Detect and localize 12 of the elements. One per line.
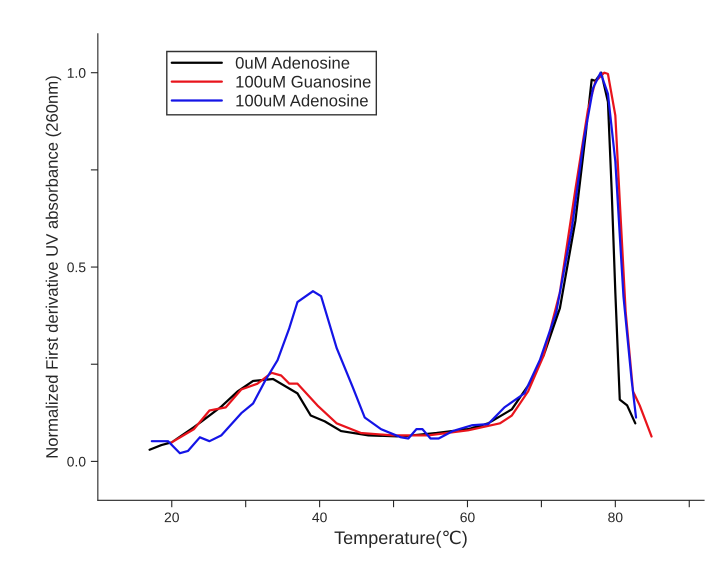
x-tick-label: 40 [312, 512, 327, 522]
x-tick-label: 20 [164, 512, 179, 522]
y-axis-title: Normalized First derivative UV absorbance (260nm) [46, 76, 62, 458]
x-axis-title: Temperature(℃) [334, 530, 467, 548]
legend-label: 0uM Adenosine [236, 56, 350, 69]
x-tick-label: 60 [460, 512, 475, 522]
legend-label: 100uM Adenosine [236, 94, 368, 106]
y-tick-label: 1.0 [68, 68, 86, 78]
y-tick-label: 0.0 [67, 456, 86, 467]
y-tick-label: 0.5 [67, 262, 86, 272]
legend-label: 100uM Guanosine [236, 75, 371, 88]
x-tick-label: 80 [608, 512, 623, 522]
